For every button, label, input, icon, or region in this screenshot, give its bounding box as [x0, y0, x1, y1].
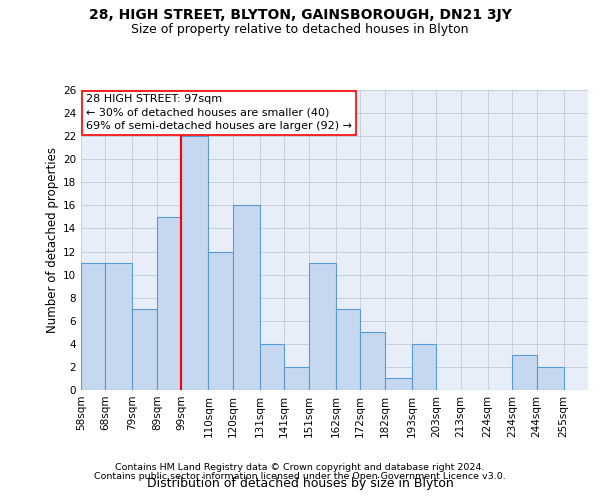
Bar [133, 309, 157, 390]
Bar [260, 344, 284, 390]
Bar [181, 136, 208, 390]
Bar [385, 378, 412, 390]
Bar [336, 309, 360, 390]
Text: 28, HIGH STREET, BLYTON, GAINSBOROUGH, DN21 3JY: 28, HIGH STREET, BLYTON, GAINSBOROUGH, D… [89, 8, 511, 22]
Bar [412, 344, 436, 390]
Text: Distribution of detached houses by size in Blyton: Distribution of detached houses by size … [146, 477, 454, 490]
Bar [233, 206, 260, 390]
Bar [360, 332, 385, 390]
Text: Contains HM Land Registry data © Crown copyright and database right 2024.: Contains HM Land Registry data © Crown c… [115, 464, 485, 472]
Bar [536, 367, 563, 390]
Bar [106, 263, 133, 390]
Bar [512, 356, 536, 390]
Bar [81, 263, 106, 390]
Text: Contains public sector information licensed under the Open Government Licence v3: Contains public sector information licen… [94, 472, 506, 481]
Bar [284, 367, 309, 390]
Text: 28 HIGH STREET: 97sqm
← 30% of detached houses are smaller (40)
69% of semi-deta: 28 HIGH STREET: 97sqm ← 30% of detached … [86, 94, 352, 131]
Y-axis label: Number of detached properties: Number of detached properties [46, 147, 59, 333]
Bar [208, 252, 233, 390]
Bar [157, 217, 181, 390]
Bar [309, 263, 336, 390]
Text: Size of property relative to detached houses in Blyton: Size of property relative to detached ho… [131, 22, 469, 36]
